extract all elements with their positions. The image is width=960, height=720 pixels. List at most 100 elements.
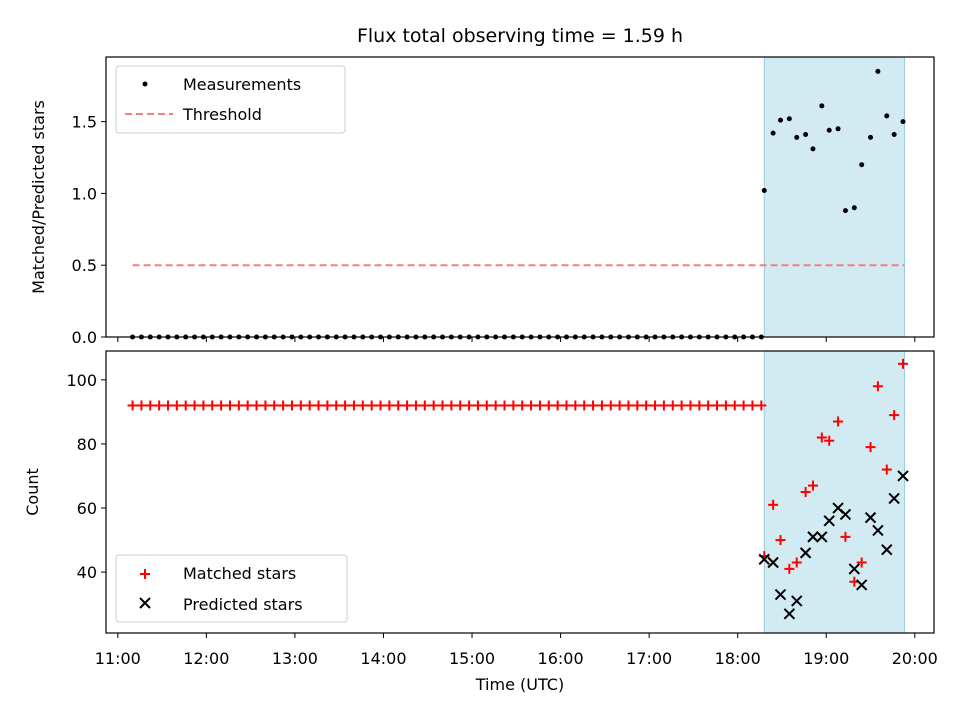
matched-star-point — [588, 400, 599, 411]
x-tick-label: 14:00 — [360, 649, 406, 668]
matched-star-point — [402, 400, 413, 411]
matched-star-point — [357, 400, 368, 411]
measurement-point — [826, 127, 832, 133]
legend-predicted-label: Predicted stars — [183, 595, 303, 614]
measurement-point — [761, 188, 767, 194]
matched-star-point — [775, 535, 786, 546]
predicted-star-point — [816, 531, 828, 543]
predicted-star-point — [758, 553, 770, 566]
matched-star-point — [694, 400, 705, 411]
measurement-point — [842, 208, 848, 214]
matched-star-point — [526, 400, 537, 411]
matched-star-point — [393, 400, 404, 411]
x-tick-label: 19:00 — [803, 649, 849, 668]
matched-star-point — [428, 400, 439, 411]
predicted-star-point — [881, 543, 893, 556]
matched-star-point — [499, 400, 510, 411]
matched-star-point — [658, 400, 669, 411]
matched-star-point — [570, 400, 581, 411]
bottom-marks — [127, 358, 909, 620]
measurement-point — [786, 116, 792, 122]
matched-star-point — [738, 400, 749, 411]
matched-star-point — [641, 400, 652, 411]
matched-star-point — [322, 400, 333, 411]
matched-star-point — [313, 400, 324, 411]
measurement-point — [900, 119, 906, 125]
matched-star-point — [816, 432, 827, 443]
matched-star-point — [490, 400, 501, 411]
bottom-plot-frame — [105, 350, 935, 634]
matched-star-point — [729, 400, 740, 411]
matched-star-point — [251, 400, 262, 411]
x-tick-label: 12:00 — [183, 649, 229, 668]
predicted-star-point — [799, 547, 812, 559]
predicted-star-point — [791, 595, 803, 607]
measurement-point — [803, 132, 809, 138]
matched-star-point — [840, 531, 851, 542]
matched-star-point — [269, 400, 280, 411]
x-tick-label: 13:00 — [272, 649, 318, 668]
x-tick-label: 20:00 — [892, 649, 938, 668]
matched-star-point — [198, 400, 209, 411]
matched-star-point — [278, 400, 289, 411]
measurement-point — [875, 68, 881, 74]
predicted-star-point — [897, 470, 909, 482]
matched-star-point — [596, 400, 607, 411]
x-tick-label: 18:00 — [715, 649, 761, 668]
matched-star-point — [605, 400, 616, 411]
matched-star-point — [260, 400, 271, 411]
matched-star-point — [889, 410, 900, 421]
predicted-star-point — [855, 579, 868, 591]
matched-star-point — [667, 400, 678, 411]
predicted-star-point — [774, 588, 787, 601]
legend-matched-label: Matched stars — [183, 564, 296, 583]
matched-star-point — [898, 358, 909, 369]
bottom-y-axis-label: Count — [23, 468, 42, 516]
matched-star-point — [614, 400, 625, 411]
measurement-point — [891, 132, 897, 138]
matched-star-point — [824, 435, 835, 446]
matched-star-point — [233, 400, 244, 411]
matched-star-point — [419, 400, 430, 411]
measurement-point — [868, 134, 874, 140]
measurement-point — [884, 113, 890, 119]
legend-measurements-marker — [142, 81, 148, 87]
legend-predicted-marker — [139, 597, 151, 609]
top-y-axis-label: Matched/Predicted stars — [29, 100, 48, 294]
predicted-star-point — [783, 608, 796, 620]
matched-star-point — [534, 400, 545, 411]
measurement-point — [859, 162, 865, 168]
matched-star-point — [579, 400, 590, 411]
matched-star-point — [623, 400, 634, 411]
matched-star-point — [162, 400, 173, 411]
matched-star-point — [517, 400, 528, 411]
top-highlight-span — [763, 56, 905, 338]
bottom-y-tick-label: 80 — [77, 435, 97, 454]
x-axis-label: Time (UTC) — [475, 675, 564, 694]
top-plot-frame — [105, 56, 935, 338]
matched-star-point — [437, 400, 448, 411]
matched-star-point — [856, 557, 867, 568]
matched-star-point — [446, 400, 457, 411]
matched-star-point — [747, 400, 758, 411]
top-legend-box — [115, 65, 346, 134]
matched-star-point — [650, 400, 661, 411]
matched-star-point — [207, 400, 218, 411]
matched-star-point — [784, 563, 795, 574]
matched-star-point — [712, 400, 723, 411]
matched-star-point — [872, 381, 883, 392]
legend-threshold-label: Threshold — [182, 105, 262, 124]
measurement-point — [835, 126, 841, 132]
measurement-point — [770, 130, 776, 136]
matched-star-point — [189, 400, 200, 411]
measurement-point — [810, 146, 816, 152]
matched-star-point — [807, 480, 818, 491]
bottom-legend: Matched stars Predicted stars — [115, 554, 348, 623]
matched-star-point — [384, 400, 395, 411]
matched-star-point — [286, 400, 297, 411]
top-y-tick-label: 0.5 — [72, 256, 97, 275]
bottom-y-ticks: 40 60 80 100 — [66, 371, 916, 638]
matched-star-point — [472, 400, 483, 411]
predicted-star-point — [848, 563, 861, 575]
matched-star-point — [455, 400, 466, 411]
